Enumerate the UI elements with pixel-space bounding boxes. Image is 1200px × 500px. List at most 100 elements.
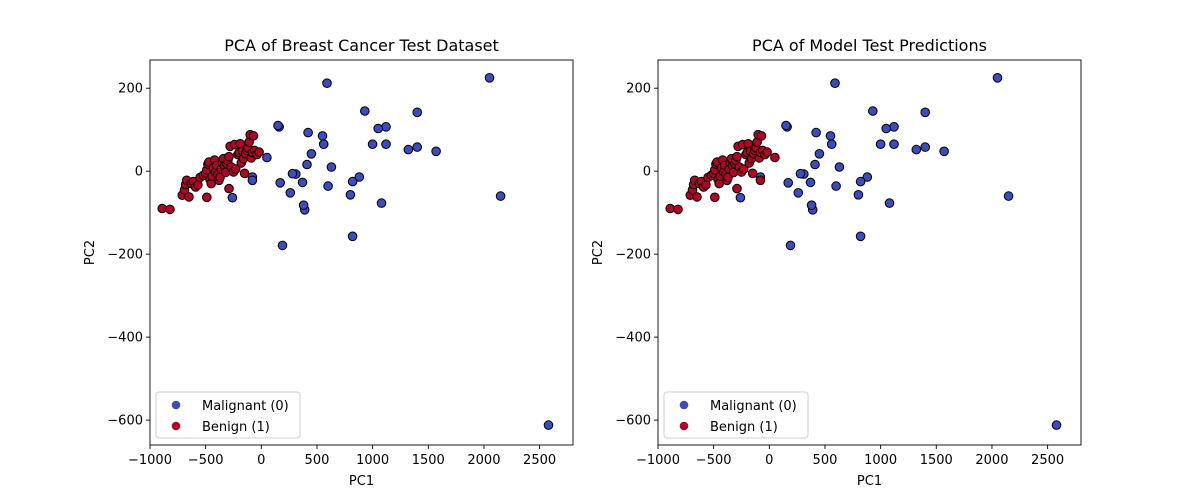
data-point	[224, 183, 234, 194]
data-point	[306, 149, 317, 159]
data-point	[484, 73, 495, 83]
legend-box	[663, 391, 809, 439]
data-point	[303, 127, 313, 138]
data-point	[248, 131, 259, 141]
data-point	[732, 183, 742, 194]
data-point	[224, 151, 234, 162]
legend-box	[155, 391, 301, 439]
data-point	[889, 139, 899, 149]
series-malignant	[227, 73, 554, 430]
y-tick-label: 0	[643, 165, 651, 180]
data-point	[297, 177, 308, 188]
x-tick-label: 1000	[356, 453, 389, 468]
data-point	[317, 131, 328, 141]
data-point	[810, 159, 820, 170]
data-point	[756, 131, 767, 141]
data-point	[184, 192, 194, 202]
x-tick-label: 500	[305, 453, 330, 468]
y-tick-label: 200	[626, 82, 651, 97]
data-point	[318, 139, 329, 149]
data-point	[747, 168, 758, 179]
legend-marker	[171, 421, 181, 431]
y-tick-label: −200	[107, 248, 143, 263]
data-point	[831, 181, 841, 191]
data-point	[287, 168, 298, 179]
x-tick-label: −500	[188, 453, 224, 468]
data-point	[381, 139, 391, 149]
data-point	[323, 181, 333, 191]
x-tick-label: 1500	[920, 453, 953, 468]
data-point	[273, 120, 283, 131]
data-point	[811, 127, 821, 138]
data-point	[826, 139, 837, 149]
y-tick-label: −600	[615, 414, 651, 429]
data-point	[373, 123, 384, 134]
data-point	[735, 192, 746, 203]
data-point	[403, 144, 414, 155]
data-point	[875, 139, 886, 149]
data-point	[543, 420, 554, 430]
chart-title: PCA of Model Test Predictions	[752, 36, 987, 55]
y-tick-label: −200	[615, 248, 651, 263]
x-tick-label: 2500	[523, 453, 556, 468]
data-point	[367, 139, 378, 149]
data-point	[992, 73, 1003, 83]
data-point	[302, 159, 312, 170]
data-point	[345, 190, 356, 200]
plot-frame	[149, 59, 574, 446]
x-tick-label: 0	[765, 453, 773, 468]
x-tick-label: 0	[257, 453, 265, 468]
plot-frame	[657, 59, 1082, 446]
x-tick-label: 2000	[467, 453, 500, 468]
chart-1: PCA of Breast Cancer Test Dataset −1000 −5…	[83, 36, 574, 489]
data-point	[239, 168, 250, 179]
data-point	[277, 240, 288, 251]
data-point	[855, 176, 866, 187]
data-point	[673, 204, 683, 215]
data-point	[230, 164, 241, 174]
x-tick-label: 2000	[975, 453, 1008, 468]
y-axis-label: PC2	[83, 240, 98, 265]
legend-label: Benign (1)	[202, 420, 270, 435]
data-point	[862, 172, 873, 182]
data-point	[732, 151, 742, 162]
data-point	[911, 144, 922, 155]
x-tick-label: −1000	[636, 453, 680, 468]
data-point	[783, 178, 794, 188]
data-point	[814, 149, 825, 159]
data-point	[889, 122, 899, 132]
y-tick-label: 200	[118, 82, 143, 97]
data-point	[710, 192, 720, 203]
x-axis-label: PC1	[857, 474, 882, 489]
data-point	[412, 142, 423, 152]
data-point	[665, 203, 676, 214]
data-point	[825, 131, 836, 141]
x-tick-label: −1000	[128, 453, 172, 468]
data-point	[884, 198, 895, 208]
data-point	[755, 175, 766, 186]
data-point	[275, 178, 286, 188]
data-point	[227, 192, 238, 203]
data-point	[202, 192, 212, 203]
legend-marker	[679, 421, 689, 431]
x-tick-label: 1500	[412, 453, 445, 468]
data-point	[795, 168, 806, 179]
data-point	[853, 190, 864, 200]
x-tick-label: 2500	[1031, 453, 1064, 468]
data-point	[381, 122, 391, 132]
data-point	[920, 142, 931, 152]
chart-2: PCA of Model Test Predictions −1000 −500 0 5…	[591, 36, 1082, 489]
data-point	[376, 198, 387, 208]
series-benign	[665, 129, 780, 215]
data-point	[254, 147, 264, 157]
data-point	[781, 120, 791, 131]
data-point	[298, 200, 309, 210]
data-point	[165, 204, 175, 215]
legend-marker	[679, 400, 689, 410]
data-point	[770, 152, 780, 163]
data-point	[834, 162, 845, 172]
chart-title: PCA of Breast Cancer Test Dataset	[224, 36, 499, 55]
data-point	[738, 164, 749, 174]
data-point	[920, 107, 931, 118]
data-point	[881, 123, 892, 134]
